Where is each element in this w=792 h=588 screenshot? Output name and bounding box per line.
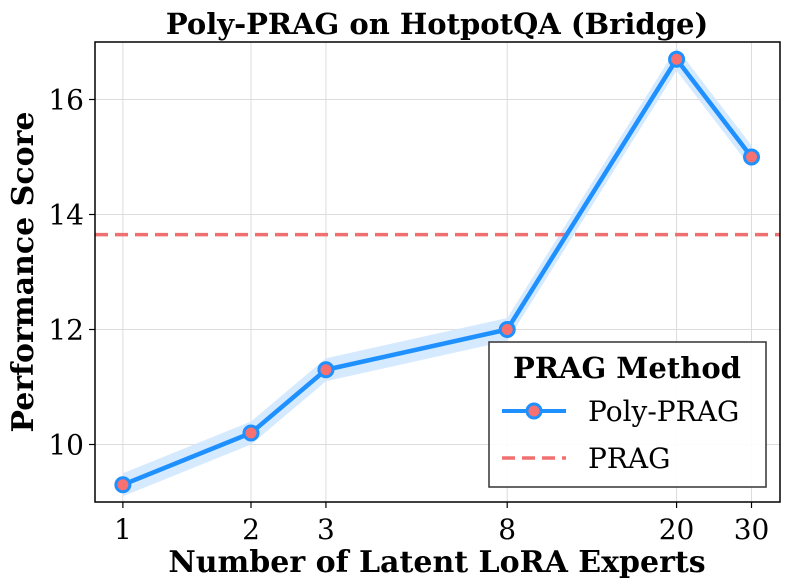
x-tick-label: 3	[317, 513, 335, 546]
poly-prag-point	[498, 321, 516, 338]
legend: PRAG Method Poly-PRAG PRAG	[488, 341, 767, 488]
poly-prag-point	[743, 148, 761, 166]
poly-prag-line-group	[120, 57, 754, 487]
poly-prag-point	[242, 424, 260, 442]
legend-title: PRAG Method	[513, 351, 741, 385]
y-tick-label: 16	[48, 84, 84, 117]
x-tick-label: 30	[734, 513, 770, 546]
x-tick-label: 8	[498, 513, 516, 546]
y-tick-label: 10	[48, 429, 84, 462]
poly-prag-band	[122, 47, 752, 497]
y-tick-label: 12	[48, 314, 84, 347]
x-tick-label: 1	[114, 513, 132, 546]
legend-prag-label: PRAG	[588, 442, 671, 475]
chart-title: Poly-PRAG on HotpotQA (Bridge)	[166, 7, 708, 41]
confidence-band	[122, 47, 752, 497]
data-points	[114, 50, 761, 494]
legend-poly-prag-marker	[525, 402, 543, 420]
x-axis-ticks: 1 2 3 8 20 30	[114, 502, 769, 546]
poly-prag-line	[120, 57, 754, 487]
poly-prag-point	[114, 476, 132, 494]
poly-prag-point	[668, 50, 686, 68]
legend-poly-prag-label: Poly-PRAG	[588, 395, 739, 428]
y-axis-label: Performance Score	[6, 112, 41, 433]
plot-frame	[94, 41, 781, 503]
y-tick-label: 14	[48, 199, 84, 232]
x-tick-label: 2	[242, 513, 260, 546]
poly-prag-point	[317, 361, 335, 379]
y-axis-ticks: 10 12 14 16	[48, 84, 95, 462]
x-axis-label: Number of Latent LoRA Experts	[168, 545, 705, 580]
x-tick-label: 20	[659, 513, 695, 546]
